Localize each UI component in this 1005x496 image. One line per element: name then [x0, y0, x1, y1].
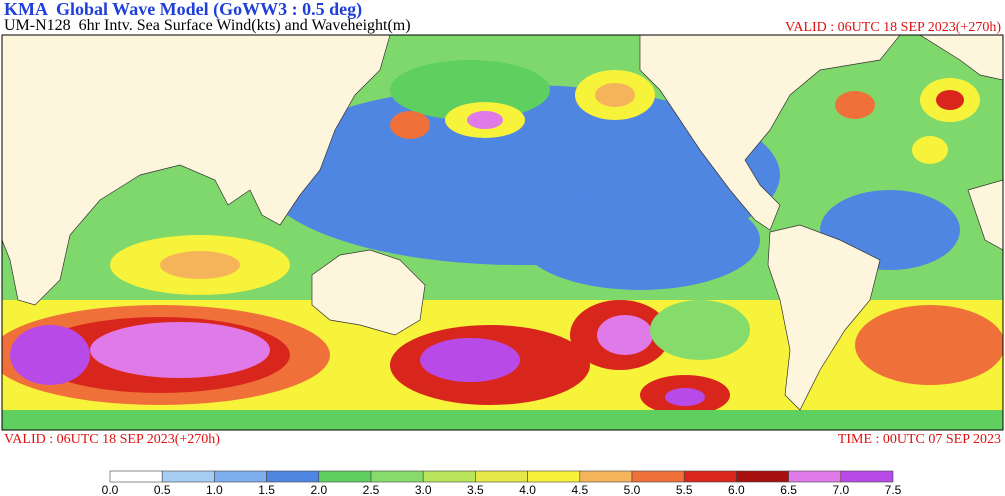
colorbar-label: 3.0 — [415, 483, 432, 496]
colorbar-label: 6.0 — [728, 483, 745, 496]
title: KMA Global Wave Model (GoWW3 : 0.5 deg) — [4, 0, 362, 20]
colorbar-box — [161, 470, 215, 483]
colorbar-label: 2.0 — [310, 483, 327, 496]
colorbar-box — [109, 470, 163, 483]
colorbar-box — [475, 470, 528, 483]
colorbar-label: 2.5 — [363, 483, 380, 496]
colorbar-box — [318, 470, 372, 483]
colorbar-label: 6.5 — [780, 483, 797, 496]
valid-bottom: VALID : 06UTC 18 SEP 2023(+270h) — [4, 432, 220, 447]
colorbar-label: 7.5 — [885, 483, 902, 496]
colorbar-label: 5.0 — [624, 483, 641, 496]
map — [1, 34, 1004, 431]
colorbar-box — [631, 470, 685, 483]
colorbar-label: 1.0 — [206, 483, 223, 496]
colorbar-box — [840, 470, 894, 483]
colorbar-box — [370, 470, 424, 483]
colorbar-label: 4.5 — [571, 483, 588, 496]
colorbar-label: 4.0 — [519, 483, 536, 496]
colorbar-box — [579, 470, 633, 483]
colorbar: 0.0 0.5 1.0 1.5 2.0 2.5 3.0 3.5 4.0 4.5 5.0 5.5 6.0 6… — [102, 470, 902, 496]
subtitle: UM-N128 6hr Intv. Sea Surface Wind(kts) … — [4, 17, 411, 34]
colorbar-box — [422, 470, 476, 483]
init-time: TIME : 00UTC 07 SEP 2023 — [838, 432, 1001, 447]
colorbar-box — [214, 470, 267, 483]
colorbar-label: 1.5 — [258, 483, 275, 496]
colorbar-box — [266, 470, 320, 483]
colorbar-label: 7.0 — [832, 483, 849, 496]
colorbar-label: 5.5 — [676, 483, 693, 496]
colorbar-label: 0.0 — [102, 483, 119, 496]
valid-top: VALID : 06UTC 18 SEP 2023(+270h) — [785, 20, 1001, 35]
colorbar-box — [788, 470, 842, 483]
colorbar-box — [736, 470, 789, 483]
colorbar-label: 0.5 — [154, 483, 171, 496]
colorbar-box — [683, 470, 737, 483]
colorbar-label: 3.5 — [467, 483, 484, 496]
colorbar-box — [527, 470, 581, 483]
